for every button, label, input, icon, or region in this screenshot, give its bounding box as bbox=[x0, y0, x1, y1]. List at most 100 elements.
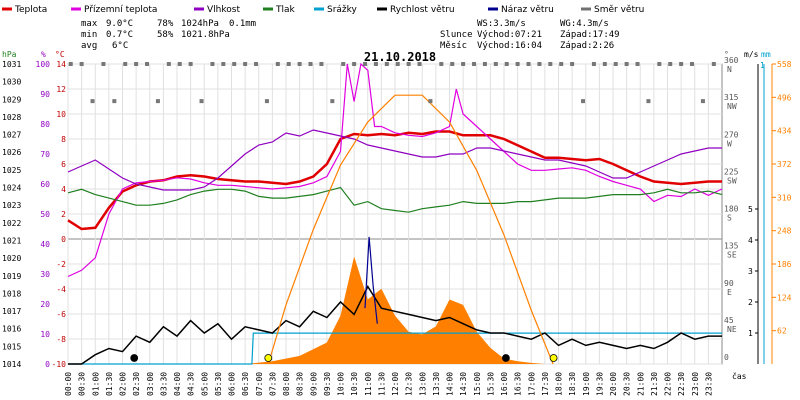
temperature-tick-label: 0 bbox=[61, 235, 66, 244]
wind-direction-point bbox=[210, 62, 215, 66]
wind-direction-point bbox=[101, 62, 106, 66]
series-line-tlak bbox=[67, 186, 723, 213]
wind-tick-label: 1 bbox=[748, 329, 753, 338]
wind-direction-point bbox=[330, 99, 335, 104]
time-tick-label: 20:00 bbox=[609, 372, 618, 396]
temperature-tick-label: 14 bbox=[56, 60, 66, 69]
direction-compass-label: E bbox=[727, 288, 732, 297]
series-line-rychlost-v-tru bbox=[68, 284, 722, 365]
time-tick-label: 05:30 bbox=[214, 372, 223, 396]
radiation-tick-label: 248 bbox=[777, 227, 792, 236]
wind-direction-point bbox=[613, 62, 618, 66]
wind-direction-point bbox=[581, 99, 586, 104]
time-tick-label: 12:00 bbox=[391, 372, 400, 396]
stat-max-hum: 78% bbox=[157, 19, 174, 29]
stat-avg-temp: 6°C bbox=[112, 41, 128, 51]
time-tick-label: 19:00 bbox=[582, 372, 591, 396]
wind-direction-point bbox=[264, 99, 269, 104]
wind-direction-point bbox=[668, 62, 673, 66]
wind-direction-point bbox=[591, 62, 596, 66]
direction-compass-label: N bbox=[727, 65, 732, 74]
temperature-tick-label: -10 bbox=[52, 360, 67, 369]
time-tick-label: 10:30 bbox=[350, 372, 359, 396]
direction-tick-label: 135 bbox=[724, 242, 739, 251]
time-tick-label: 09:00 bbox=[309, 372, 318, 396]
pressure-tick-label: 1031 bbox=[2, 60, 21, 69]
direction-tick-label: 0 bbox=[724, 353, 729, 362]
time-tick-label: 00:00 bbox=[64, 372, 73, 396]
header: Teplota Přízemní teplota Vlhkost Tlak Srážky… bbox=[2, 5, 644, 64]
time-tick-label: 00:30 bbox=[78, 372, 87, 396]
wind-ws: WS:3.3m/s bbox=[477, 19, 526, 29]
wind-direction-points bbox=[68, 62, 716, 104]
temperature-tick-label: -6 bbox=[56, 310, 66, 319]
pressure-tick-label: 1029 bbox=[2, 95, 21, 104]
wind-direction-point bbox=[657, 62, 662, 66]
stat-avg-label: avg bbox=[81, 41, 97, 51]
pressure-tick-label: 1017 bbox=[2, 307, 21, 316]
series-line-vlhkost bbox=[67, 129, 722, 191]
wind-direction-point bbox=[439, 62, 444, 66]
wind-direction-point bbox=[188, 62, 193, 66]
time-tick-label: 11:30 bbox=[377, 372, 386, 396]
direction-tick-label: 45 bbox=[724, 316, 734, 325]
wind-direction-point bbox=[341, 62, 346, 66]
wind-direction-point bbox=[700, 99, 705, 104]
temperature-tick-label: 2 bbox=[61, 210, 66, 219]
time-tick-label: 12:30 bbox=[405, 372, 414, 396]
time-tick-label: 14:30 bbox=[459, 372, 468, 396]
wind-direction-point bbox=[254, 62, 259, 66]
pressure-tick-label: 1015 bbox=[2, 342, 21, 351]
temperature-tick-label: -4 bbox=[56, 285, 66, 294]
temperature-tick-label: 12 bbox=[56, 85, 66, 94]
wind-direction-point bbox=[319, 62, 324, 66]
time-tick-label: 06:30 bbox=[241, 372, 250, 396]
humidity-tick-label: 40 bbox=[40, 240, 50, 249]
wind-direction-point bbox=[166, 62, 171, 66]
pressure-tick-label: 1018 bbox=[2, 289, 21, 298]
wind-direction-point bbox=[123, 62, 128, 66]
legend-entry: Teplota bbox=[14, 5, 47, 15]
moon-rise: Východ:16:04 bbox=[477, 41, 542, 51]
temperature-tick-label: 4 bbox=[61, 185, 66, 194]
wind-direction-point bbox=[308, 62, 313, 66]
temperature-tick-label: -8 bbox=[56, 335, 66, 344]
wind-direction-point bbox=[297, 62, 302, 66]
stat-max-label: max bbox=[81, 19, 98, 29]
moonrise-marker bbox=[502, 354, 510, 362]
x-axis-label: čas bbox=[732, 371, 747, 381]
stat-min-label: min bbox=[81, 30, 97, 40]
time-tick-label: 13:30 bbox=[432, 372, 441, 396]
pressure-tick-label: 1023 bbox=[2, 201, 21, 210]
wind-direction-point bbox=[504, 62, 509, 66]
stat-max-temp: 9.0°C bbox=[106, 19, 133, 29]
temperature-tick-label: -2 bbox=[56, 260, 66, 269]
sunrise-marker bbox=[264, 354, 273, 362]
wind-direction-point bbox=[90, 99, 95, 104]
moon-label: Měsíc bbox=[440, 41, 467, 51]
stat-max-rain: 0.1mm bbox=[229, 19, 256, 29]
stat-max-press: 1024hPa bbox=[181, 19, 219, 29]
rain-tick-label: 1 bbox=[760, 61, 765, 70]
direction-compass-label: SE bbox=[727, 251, 737, 260]
wind-direction-point bbox=[548, 62, 553, 66]
time-tick-label: 21:00 bbox=[636, 372, 645, 396]
humidity-tick-label: 100 bbox=[36, 60, 51, 69]
moonset-marker bbox=[130, 354, 139, 362]
time-tick-label: 15:30 bbox=[486, 372, 495, 396]
stat-min-press: 1021.8hPa bbox=[181, 30, 230, 40]
wind-direction-point bbox=[384, 62, 389, 66]
legend-entry: Srážky bbox=[327, 5, 358, 15]
pressure-tick-label: 1030 bbox=[2, 78, 21, 87]
wind-direction-point bbox=[482, 62, 487, 66]
direction-tick-label: 270 bbox=[724, 130, 739, 139]
stat-min-hum: 58% bbox=[157, 30, 174, 40]
pressure-tick-label: 1028 bbox=[2, 113, 21, 122]
wind-direction-point bbox=[232, 62, 237, 66]
time-tick-label: 01:00 bbox=[91, 372, 100, 396]
time-tick-label: 11:00 bbox=[364, 372, 373, 396]
time-tick-label: 01:30 bbox=[105, 372, 114, 396]
wind-direction-point bbox=[395, 62, 400, 66]
